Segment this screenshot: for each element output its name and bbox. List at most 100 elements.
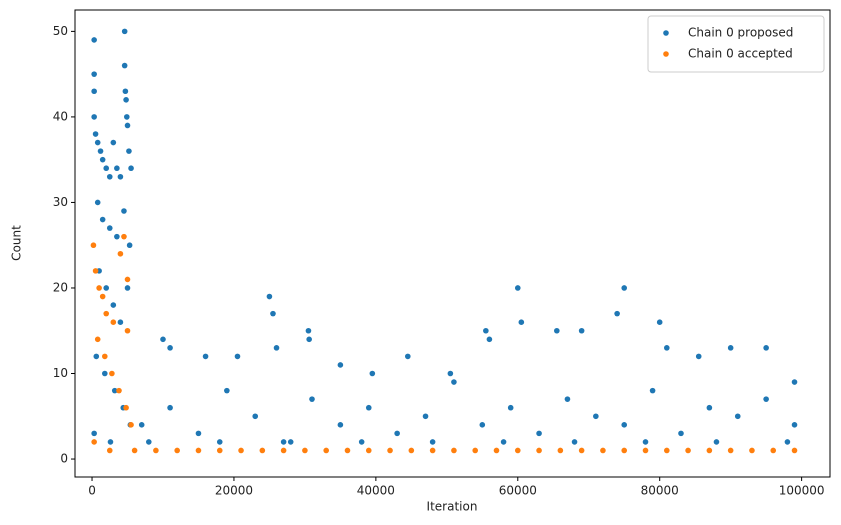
y-axis-label: Count <box>10 225 24 261</box>
y-tick-label: 10 <box>53 366 68 380</box>
point <box>270 310 276 317</box>
point <box>103 285 110 291</box>
point <box>91 88 97 95</box>
point <box>514 285 521 291</box>
point <box>110 319 117 325</box>
legend-marker <box>663 51 669 57</box>
point <box>642 439 649 445</box>
point <box>153 447 159 454</box>
plot-area <box>90 28 798 454</box>
point <box>138 422 145 428</box>
point <box>358 439 365 445</box>
legend-label: Chain 0 proposed <box>688 26 793 40</box>
point <box>114 165 120 172</box>
point <box>91 439 97 445</box>
point <box>536 447 542 454</box>
point <box>99 293 106 300</box>
point <box>663 345 670 351</box>
point <box>266 293 273 300</box>
point <box>749 447 755 454</box>
point <box>472 447 479 454</box>
point <box>91 71 97 77</box>
point <box>706 447 713 454</box>
point <box>122 88 129 95</box>
point <box>195 430 202 437</box>
point <box>121 28 128 35</box>
point <box>121 233 127 240</box>
point <box>99 216 106 223</box>
point <box>94 199 101 206</box>
point <box>174 447 180 454</box>
point <box>713 439 720 445</box>
point <box>124 122 131 129</box>
point <box>621 422 628 428</box>
point <box>93 353 100 360</box>
point <box>167 345 173 351</box>
point <box>394 430 400 437</box>
point <box>224 387 230 394</box>
point <box>507 404 514 411</box>
point <box>97 148 104 154</box>
point <box>493 447 500 454</box>
y-tick-label: 20 <box>53 280 68 294</box>
point <box>92 268 99 274</box>
point <box>685 447 691 454</box>
point <box>202 353 209 360</box>
point <box>451 447 457 454</box>
point <box>216 447 223 454</box>
point <box>557 447 564 454</box>
legend-label: Chain 0 accepted <box>688 47 793 61</box>
point <box>121 208 127 214</box>
point <box>706 404 713 411</box>
point <box>408 447 415 454</box>
plot-frame <box>74 9 831 478</box>
point <box>763 396 769 402</box>
point <box>110 139 117 146</box>
legend-box <box>647 15 825 73</box>
point <box>763 345 769 351</box>
y-tick-label: 50 <box>53 24 68 38</box>
y-tick-label: 0 <box>60 452 68 466</box>
point <box>259 447 266 454</box>
x-axis-label: Iteration <box>427 500 478 514</box>
point <box>280 439 287 445</box>
point <box>123 97 129 103</box>
point <box>791 422 798 428</box>
x-tick-label: 100000 <box>779 484 825 498</box>
point <box>564 396 571 402</box>
point <box>123 404 129 411</box>
point <box>695 353 702 360</box>
y-tick-label: 40 <box>53 109 68 123</box>
point <box>791 447 798 454</box>
x-tick-label: 40000 <box>357 484 395 498</box>
point <box>387 447 393 454</box>
point <box>337 422 344 428</box>
point <box>114 233 120 240</box>
point <box>103 310 110 317</box>
point <box>305 327 312 334</box>
point <box>621 447 628 454</box>
point <box>404 353 411 360</box>
point <box>91 430 97 437</box>
point <box>121 62 128 69</box>
point <box>90 242 97 249</box>
point <box>365 447 372 454</box>
point <box>429 447 436 454</box>
point <box>94 336 101 343</box>
point <box>195 447 202 454</box>
point <box>514 447 521 454</box>
point <box>103 165 110 172</box>
point <box>96 285 102 291</box>
point <box>94 139 101 146</box>
point <box>784 439 791 445</box>
point <box>116 387 122 394</box>
point <box>216 439 223 445</box>
point <box>536 430 542 437</box>
x-tick-label: 80000 <box>641 484 679 498</box>
point <box>287 439 294 445</box>
point <box>483 327 489 334</box>
point <box>238 447 244 454</box>
point <box>107 439 114 445</box>
point <box>500 439 507 445</box>
